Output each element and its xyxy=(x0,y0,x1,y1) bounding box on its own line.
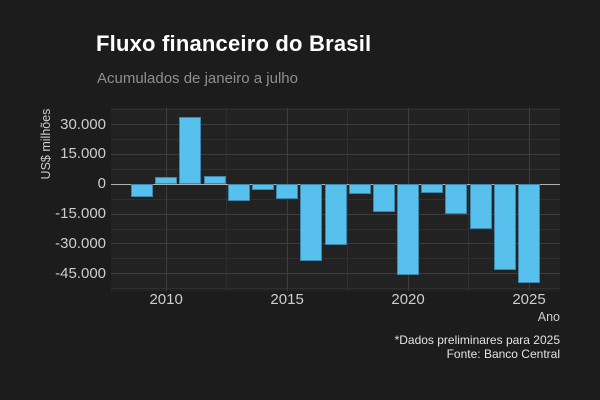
bar-2025 xyxy=(518,184,541,284)
gridline-y-major xyxy=(111,153,560,155)
bar-2010 xyxy=(155,176,178,185)
bar-2017 xyxy=(324,184,347,245)
gridline-x-major xyxy=(286,108,288,291)
gridline-y-major xyxy=(111,273,560,275)
bar-2015 xyxy=(276,184,299,199)
gridline-y-minor xyxy=(111,139,560,141)
bar-2018 xyxy=(348,184,371,195)
y-tick-label: 15.000 xyxy=(60,145,106,163)
bar-2019 xyxy=(372,184,395,213)
x-tick-label: 2010 xyxy=(149,291,183,308)
gridline-y-minor xyxy=(111,258,560,260)
y-axis-title: US$ milhões xyxy=(39,108,53,180)
bar-2013 xyxy=(227,184,250,201)
bar-2014 xyxy=(251,184,274,191)
gridline-y-minor xyxy=(111,288,560,290)
gridline-x-minor xyxy=(468,108,470,291)
y-tick-label: 0 xyxy=(97,175,106,193)
x-tick-label: 2020 xyxy=(391,291,425,308)
gridline-x-major xyxy=(165,108,167,291)
y-tick-label: -45.000 xyxy=(55,264,106,282)
x-tick-label: 2015 xyxy=(270,291,304,308)
gridline-y-minor xyxy=(111,109,560,111)
gridline-y-minor xyxy=(111,168,560,170)
chart-subtitle: Acumulados de janeiro a julho xyxy=(97,70,298,87)
bar-2022 xyxy=(445,184,468,214)
y-tick-label: -30.000 xyxy=(55,234,106,252)
caption: *Dados preliminares para 2025 Fonte: Ban… xyxy=(395,333,560,361)
bar-2011 xyxy=(179,116,202,185)
bar-2024 xyxy=(493,184,516,270)
bar-2021 xyxy=(421,184,444,194)
x-axis-title: Ano xyxy=(537,310,560,324)
bar-2009 xyxy=(130,184,153,198)
x-tick-label: 2025 xyxy=(512,291,546,308)
caption-line-2: Fonte: Banco Central xyxy=(446,347,560,361)
gridline-x-minor xyxy=(226,108,228,291)
y-tick-label: -15.000 xyxy=(55,205,106,223)
gridline-y-major xyxy=(111,124,560,126)
gridline-x-minor xyxy=(347,108,349,291)
chart-title: Fluxo financeiro do Brasil xyxy=(96,31,372,56)
y-tick-label: 30.000 xyxy=(60,115,106,133)
bar-2016 xyxy=(300,184,323,261)
caption-line-1: *Dados preliminares para 2025 xyxy=(394,333,560,347)
bar-2020 xyxy=(397,184,420,275)
bar-2012 xyxy=(203,175,226,185)
bar-2023 xyxy=(469,184,492,230)
